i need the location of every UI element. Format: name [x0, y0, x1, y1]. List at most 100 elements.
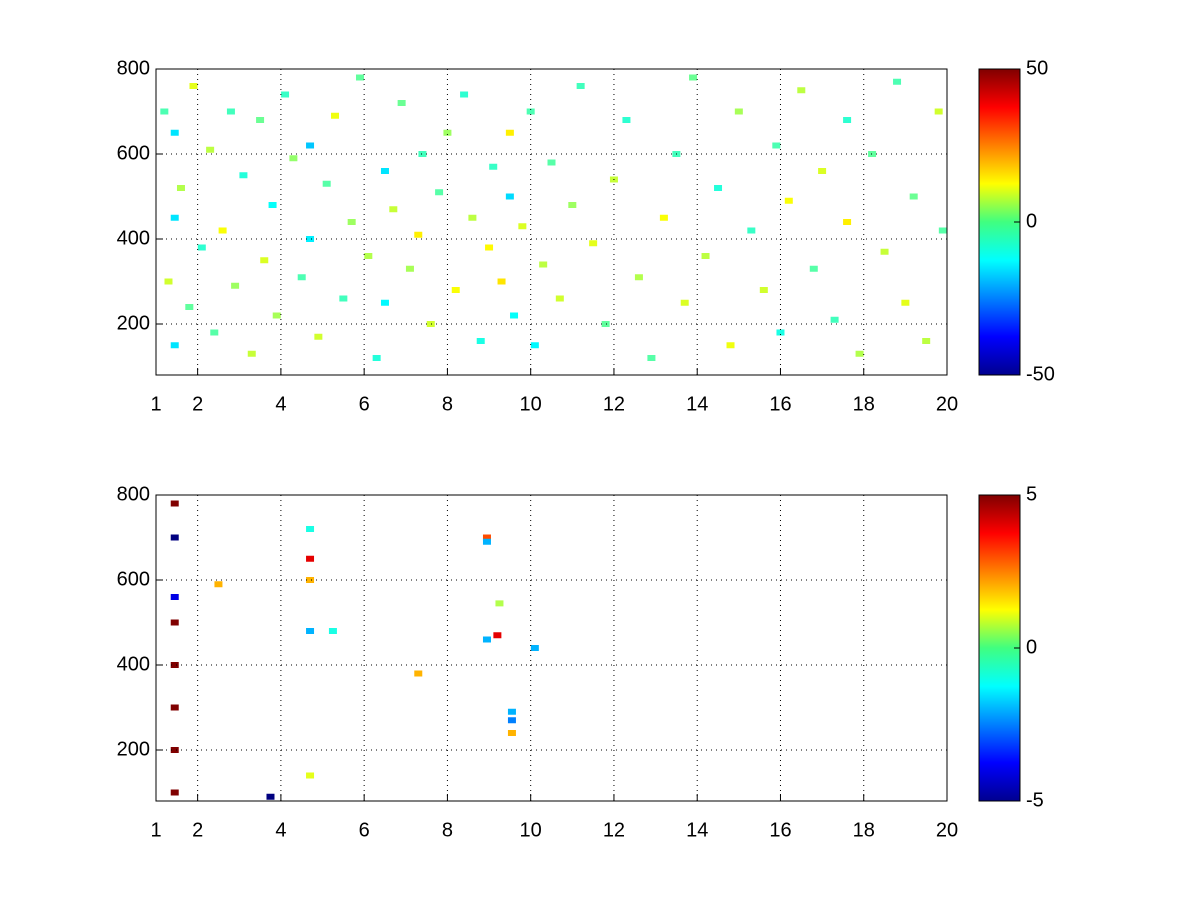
heat-cell — [170, 704, 179, 711]
heat-cell — [714, 185, 723, 191]
heat-cell — [170, 594, 179, 600]
colorbar — [978, 494, 1021, 802]
colorbar-tick-label: -50 — [1026, 363, 1055, 385]
colorbar-tick-label: 5 — [1026, 483, 1037, 505]
x-tick-label: 8 — [442, 819, 453, 841]
heat-cell — [451, 287, 460, 293]
heat-cell — [364, 253, 373, 259]
heat-cell — [843, 219, 852, 225]
heat-cell — [218, 227, 227, 234]
heat-cell — [314, 333, 323, 340]
heat-cell — [797, 87, 806, 94]
heat-cell — [380, 168, 389, 174]
heat-cell — [322, 180, 331, 187]
heat-cell — [414, 231, 423, 238]
heat-cell — [505, 129, 514, 136]
heat-cell — [435, 189, 444, 196]
heat-cell — [634, 274, 643, 281]
y-tick-label: 200 — [117, 738, 150, 760]
heat-cell — [170, 534, 179, 541]
x-tick-label: 1 — [150, 819, 161, 841]
colorbar-tick-label: 0 — [1026, 210, 1037, 232]
heat-cell — [306, 526, 315, 532]
heat-cell — [306, 555, 315, 562]
heat-cell — [772, 142, 781, 149]
heat-cell — [934, 108, 943, 115]
heat-cell — [809, 265, 818, 272]
heat-cell — [507, 717, 516, 724]
heat-cell — [468, 214, 477, 221]
heat-cell — [855, 350, 864, 357]
heat-cell — [256, 117, 265, 123]
heat-cell — [266, 793, 275, 800]
heat-cell — [210, 329, 219, 336]
heat-cell — [170, 789, 179, 796]
heat-cell — [289, 155, 298, 162]
heat-cell — [893, 78, 902, 85]
x-tick-label: 1 — [150, 393, 161, 415]
x-tick-label: 6 — [359, 819, 370, 841]
heat-cell — [347, 219, 356, 225]
heat-cell — [306, 628, 315, 634]
heat-cell — [306, 772, 315, 779]
heat-cell — [160, 108, 169, 115]
heat-cell — [784, 197, 793, 204]
heat-cell — [328, 628, 337, 634]
x-tick-label: 16 — [769, 393, 791, 415]
heat-cell — [485, 244, 494, 251]
heat-cell — [689, 74, 698, 81]
x-tick-label: 6 — [359, 393, 370, 415]
heat-cell — [734, 108, 743, 115]
x-tick-label: 4 — [275, 393, 286, 415]
heat-cell — [547, 159, 556, 166]
heat-cell — [460, 91, 469, 98]
heat-cell — [397, 100, 406, 106]
heat-cell — [507, 730, 516, 736]
x-tick-label: 10 — [520, 393, 542, 415]
heat-cell — [214, 581, 223, 588]
heat-cell — [170, 662, 179, 668]
y-tick-label: 800 — [117, 483, 150, 505]
heat-cell — [576, 83, 585, 89]
heat-cell — [231, 282, 240, 289]
y-tick-label: 600 — [117, 142, 150, 164]
heat-cell — [701, 253, 710, 259]
heat-cell — [938, 227, 947, 234]
heat-cell — [306, 236, 315, 242]
heat-cell — [268, 202, 277, 208]
heat-cell — [482, 636, 491, 643]
x-tick-label: 4 — [275, 819, 286, 841]
heat-cell — [680, 299, 689, 306]
axes-box — [155, 494, 948, 802]
heat-cell — [247, 350, 256, 357]
heat-cell — [281, 91, 290, 98]
heat-cell — [601, 321, 610, 327]
heat-cell — [868, 151, 877, 157]
heat-cell — [622, 117, 631, 123]
colorbar-tick-label: 50 — [1026, 57, 1048, 79]
heat-cell — [530, 342, 539, 349]
heat-cell — [539, 261, 548, 268]
heat-cell — [909, 193, 918, 200]
heat-cell — [776, 329, 785, 336]
heat-cell — [922, 338, 931, 344]
heat-cell — [818, 168, 827, 174]
x-tick-label: 2 — [192, 393, 203, 415]
x-tick-label: 12 — [603, 819, 625, 841]
heat-cell — [339, 295, 348, 302]
heat-cell — [355, 74, 364, 81]
heat-cell — [482, 538, 491, 545]
axes-box — [155, 68, 948, 376]
heat-cell — [297, 274, 306, 281]
heat-cell — [197, 244, 206, 251]
y-tick-label: 800 — [117, 57, 150, 79]
heat-cell — [306, 577, 315, 583]
y-tick-label: 200 — [117, 312, 150, 334]
heat-cell — [510, 312, 519, 319]
heat-cell — [507, 708, 516, 715]
x-tick-label: 10 — [520, 819, 542, 841]
y-tick-label: 400 — [117, 227, 150, 249]
heat-cell — [176, 185, 185, 191]
x-tick-label: 14 — [686, 393, 708, 415]
heat-cell — [555, 295, 564, 302]
